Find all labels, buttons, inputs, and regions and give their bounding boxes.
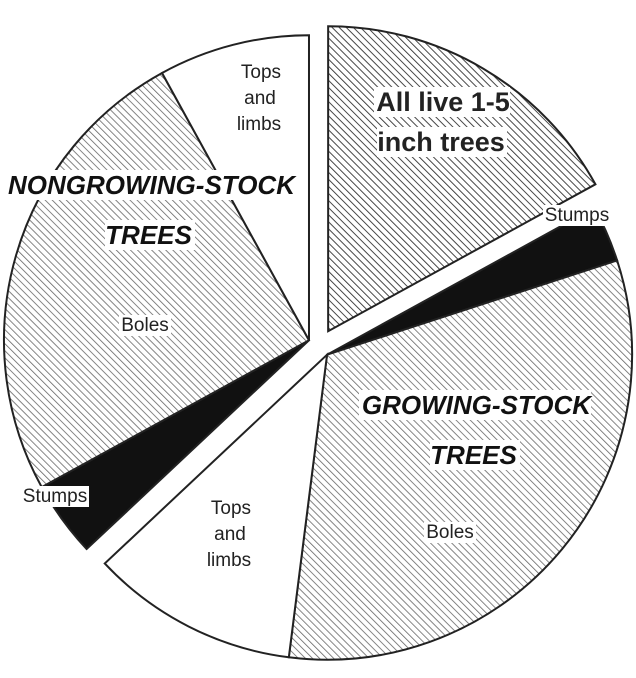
group-label-text: GROWING-STOCK TREES xyxy=(358,390,592,470)
slice-label-text: Boles xyxy=(119,315,171,336)
slice-label: All live 1-5 inch trees xyxy=(352,82,532,162)
slice-label-text: Stumps xyxy=(542,205,612,226)
slice-label: Tops and limbs xyxy=(195,496,265,574)
slice-label-text: All live 1-5 inch trees xyxy=(374,87,510,157)
slice-label-text: Tops and limbs xyxy=(236,62,284,135)
slice-label: Boles xyxy=(100,313,190,339)
slice-label-text: Tops and limbs xyxy=(206,498,254,571)
group-label: GROWING-STOCK TREES xyxy=(335,380,615,480)
group-label: NONGROWING-STOCK TREES xyxy=(0,160,300,260)
slice-label: Stumps xyxy=(532,203,622,229)
group-label-text: NONGROWING-STOCK TREES xyxy=(5,170,295,250)
slice-label-text: Boles xyxy=(424,522,476,543)
slice-label: Stumps xyxy=(10,484,100,510)
slice-label: Tops and limbs xyxy=(225,60,295,138)
slice-label-text: Stumps xyxy=(20,486,90,507)
slice-label: Boles xyxy=(395,520,505,546)
